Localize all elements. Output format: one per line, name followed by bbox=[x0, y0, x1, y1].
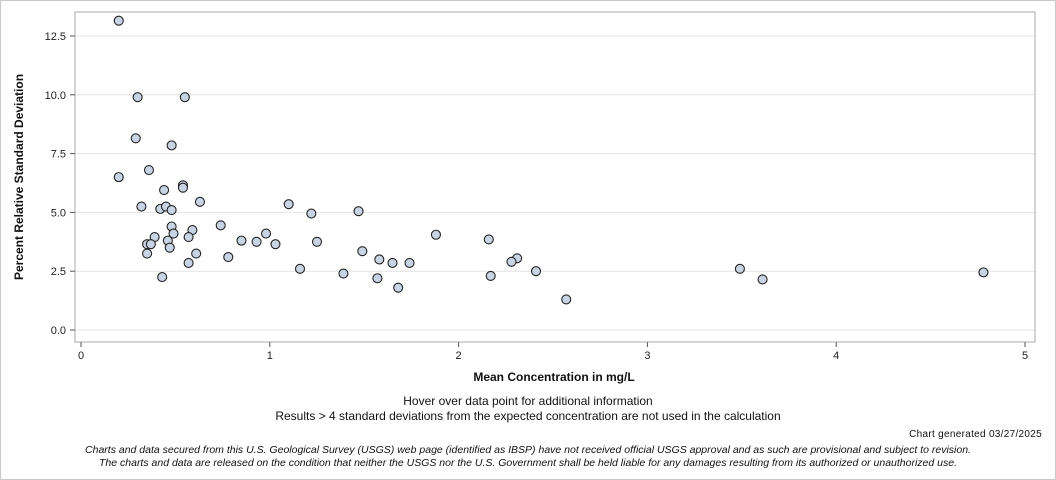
x-axis-title: Mean Concentration in mg/L bbox=[473, 370, 634, 384]
x-tick-label: 0 bbox=[78, 350, 84, 362]
data-point[interactable] bbox=[978, 267, 989, 278]
x-tick-label: 2 bbox=[456, 350, 462, 362]
y-tick-label: 7.5 bbox=[51, 149, 66, 161]
data-point[interactable] bbox=[183, 232, 194, 243]
data-point[interactable] bbox=[430, 229, 441, 240]
data-point[interactable] bbox=[485, 270, 496, 281]
y-tick-label: 2.5 bbox=[51, 266, 66, 278]
data-point[interactable] bbox=[194, 196, 205, 207]
y-tick-label: 10.0 bbox=[45, 90, 66, 102]
disclaimer-line-2: The charts and data are released on the … bbox=[99, 457, 957, 469]
x-tick-label: 3 bbox=[644, 350, 650, 362]
data-point[interactable] bbox=[270, 239, 281, 250]
x-tick-label: 5 bbox=[1022, 350, 1028, 362]
data-point[interactable] bbox=[166, 204, 177, 216]
data-point[interactable] bbox=[357, 246, 368, 257]
y-tick-label: 5.0 bbox=[51, 207, 66, 219]
plot-area-border bbox=[74, 11, 1036, 343]
data-point[interactable] bbox=[236, 235, 247, 246]
y-tick-label: 12.5 bbox=[45, 31, 66, 43]
data-point[interactable] bbox=[283, 199, 294, 210]
data-point[interactable] bbox=[483, 234, 494, 245]
y-axis: 0.0 2.5 5.0 7.5 10.0 12.5 bbox=[45, 31, 75, 337]
chart-generated-date: Chart generated 03/27/2025 bbox=[909, 429, 1042, 440]
hover-note: Hover over data point for additional inf… bbox=[403, 394, 653, 408]
y-axis-title: Percent Relative Standard Deviation bbox=[12, 74, 26, 280]
data-point[interactable] bbox=[177, 182, 189, 193]
results-note: Results > 4 standard deviations from the… bbox=[275, 409, 781, 423]
data-point[interactable] bbox=[223, 252, 234, 263]
y-tick-label: 0.0 bbox=[51, 325, 66, 337]
data-point[interactable] bbox=[130, 133, 141, 144]
data-point[interactable] bbox=[113, 172, 124, 183]
data-point[interactable] bbox=[168, 228, 179, 239]
data-point[interactable] bbox=[294, 263, 306, 274]
data-point[interactable] bbox=[166, 140, 177, 151]
data-point[interactable] bbox=[387, 257, 398, 269]
data-point[interactable] bbox=[311, 236, 323, 247]
data-point[interactable] bbox=[143, 165, 155, 176]
data-point[interactable] bbox=[191, 248, 202, 259]
data-point[interactable] bbox=[353, 206, 364, 217]
data-point[interactable] bbox=[136, 201, 147, 212]
data-point[interactable] bbox=[404, 257, 415, 269]
grid-lines bbox=[75, 35, 1035, 331]
data-point[interactable] bbox=[372, 273, 383, 284]
data-point[interactable] bbox=[757, 274, 768, 285]
data-point[interactable] bbox=[251, 236, 262, 247]
data-point[interactable] bbox=[157, 272, 168, 283]
data-point[interactable] bbox=[393, 282, 404, 293]
x-axis: 0 1 2 3 4 5 bbox=[78, 342, 1028, 362]
data-point[interactable] bbox=[145, 239, 156, 250]
data-point[interactable] bbox=[561, 294, 572, 305]
x-tick-label: 4 bbox=[833, 350, 839, 362]
data-point[interactable] bbox=[159, 185, 170, 196]
data-point[interactable] bbox=[734, 263, 745, 274]
data-point[interactable] bbox=[132, 92, 143, 103]
data-point[interactable] bbox=[306, 208, 317, 219]
data-point[interactable] bbox=[530, 266, 542, 277]
data-point[interactable] bbox=[113, 15, 124, 26]
data-point[interactable] bbox=[179, 92, 190, 103]
data-point[interactable] bbox=[338, 268, 349, 279]
disclaimer-line-1: Charts and data secured from this U.S. G… bbox=[85, 444, 971, 456]
data-point[interactable] bbox=[215, 220, 226, 231]
x-tick-label: 1 bbox=[267, 350, 273, 362]
data-point[interactable] bbox=[506, 256, 517, 267]
data-points[interactable] bbox=[113, 15, 989, 305]
data-point[interactable] bbox=[260, 228, 272, 239]
data-point[interactable] bbox=[164, 242, 175, 253]
data-point[interactable] bbox=[183, 257, 194, 269]
data-point[interactable] bbox=[374, 254, 385, 265]
data-point[interactable] bbox=[142, 248, 153, 259]
